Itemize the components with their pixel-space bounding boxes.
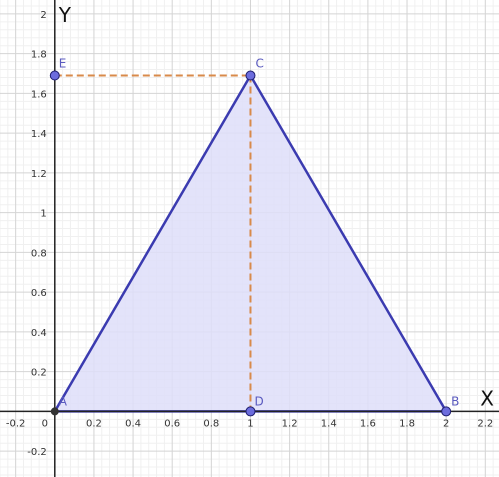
y-tick-label: 0.6 (31, 288, 47, 299)
x-tick-label: 1.8 (399, 418, 415, 429)
y-tick-label: 0.2 (31, 368, 47, 379)
y-tick-label: 1.4 (31, 129, 47, 140)
point-e[interactable] (49, 70, 60, 81)
y-tick-label: 0.8 (31, 248, 47, 259)
x-tick-label: 2 (443, 418, 449, 429)
x-tick-label: 0.6 (164, 418, 180, 429)
x-tick-label: -0.2 (6, 418, 26, 429)
point-label-a: A (59, 394, 68, 408)
points-layer: A B C D E (49, 57, 459, 417)
x-tick-label: 1 (247, 418, 253, 429)
x-tick-label: 0.4 (125, 418, 141, 429)
y-tick-label: 1.8 (31, 50, 47, 61)
point-label-d: D (254, 394, 263, 408)
x-tick-label: 1.6 (360, 418, 376, 429)
x-tick-label: 1.4 (321, 418, 337, 429)
y-tick-label: 0.4 (31, 328, 47, 339)
y-tick-label: -0.2 (27, 447, 47, 458)
point-label-c: C (255, 57, 263, 71)
shapes-layer (53, 74, 448, 413)
x-axis-name: X (480, 386, 494, 410)
x-tick-label: 0 (42, 418, 48, 429)
point-c[interactable] (245, 70, 256, 81)
y-tick-label: 1.6 (31, 89, 47, 100)
x-tick-label: 0.8 (203, 418, 219, 429)
point-a[interactable] (50, 407, 59, 416)
point-label-e: E (59, 57, 67, 71)
y-tick-label: 1 (40, 209, 46, 220)
y-tick-label: 1.2 (31, 169, 47, 180)
triangle-side-CA[interactable] (53, 74, 252, 413)
point-b[interactable] (441, 406, 452, 417)
point-label-b: B (451, 394, 459, 408)
x-tick-label: 2.2 (477, 418, 493, 429)
point-d[interactable] (245, 406, 256, 417)
y-axis-name: Y (58, 3, 72, 27)
y-tick-label: 2 (40, 10, 46, 21)
triangle-side-BC[interactable] (249, 74, 448, 413)
tick-labels: -0.2 0 0.2 0.4 0.6 0.8 1 1.2 1.4 1.6 1.8 2 2.2 -0.2 0.… (6, 10, 493, 458)
x-tick-label: 0.2 (86, 418, 102, 429)
x-tick-label: 1.2 (282, 418, 298, 429)
